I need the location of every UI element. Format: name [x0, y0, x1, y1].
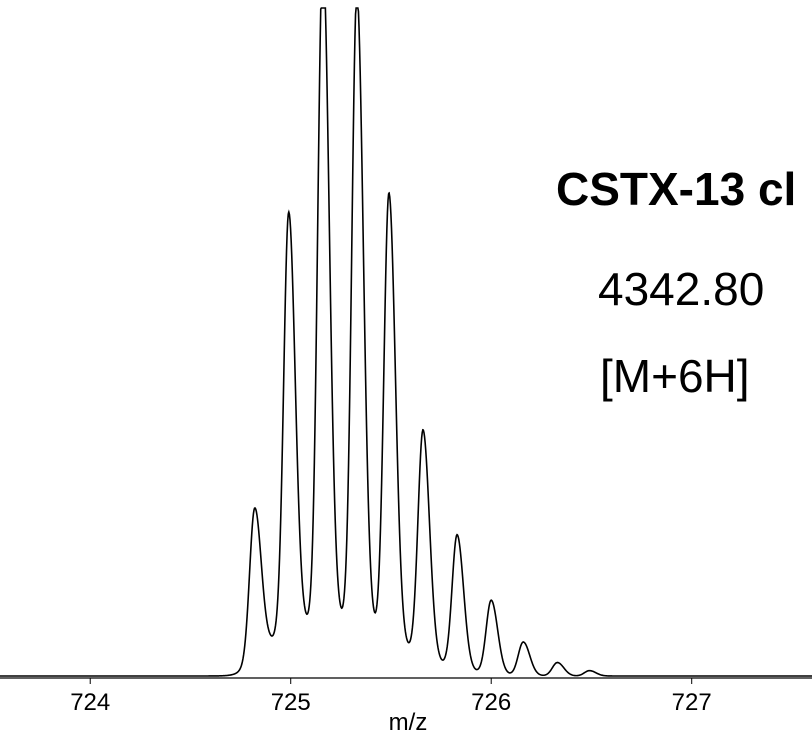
- isotope-peak: [522, 641, 525, 643]
- x-tick-label: 726: [471, 689, 511, 716]
- isotope-peak: [287, 211, 290, 213]
- x-tick-label: 727: [672, 689, 712, 716]
- x-tick-label: 724: [70, 689, 110, 716]
- isotope-peak: [388, 192, 390, 194]
- isotope-peak: [490, 599, 493, 601]
- annotation-charge-state: [M+6H]: [600, 350, 750, 402]
- annotation-mass: 4342.80: [598, 263, 764, 315]
- isotope-peak: [422, 429, 424, 431]
- isotope-peak: [556, 661, 559, 664]
- isotope-peak: [456, 533, 458, 536]
- x-tick-label: 725: [271, 689, 311, 716]
- x-axis-title: m/z: [389, 709, 428, 736]
- isotope-peak: [588, 669, 591, 672]
- isotope-peak: [253, 507, 256, 509]
- spectrum-trace-layer: [0, 7, 812, 677]
- spectrum-line: [0, 7, 812, 677]
- x-ticks: 724 725 726 727: [70, 678, 712, 716]
- annotation-title: CSTX-13 cl: [556, 163, 796, 215]
